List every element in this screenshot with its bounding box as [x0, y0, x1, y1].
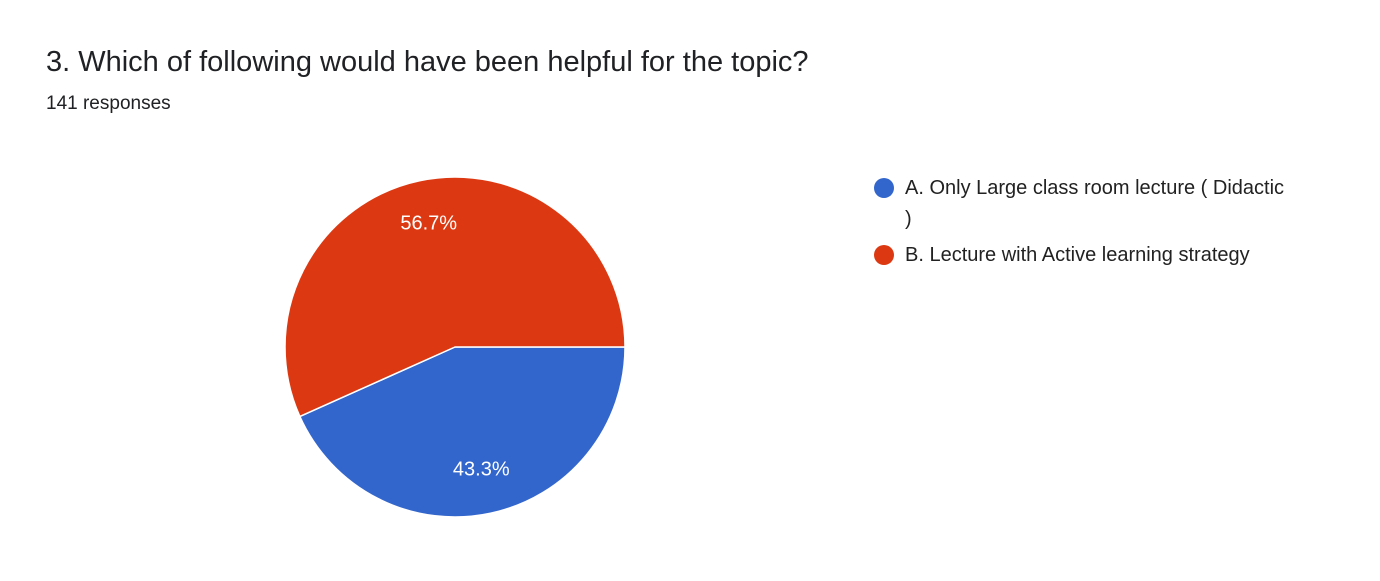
chart-subtitle: 141 responses [46, 93, 171, 114]
pie-slice [284, 176, 626, 418]
legend-swatch [874, 245, 894, 265]
pie-slice [298, 346, 626, 518]
chart-title: 3. Which of following would have been he… [46, 46, 809, 78]
legend-label: B. Lecture with Active learning strategy [905, 244, 1250, 266]
legend-item: A. Only Large class room lecture ( Didac… [872, 173, 1292, 235]
legend-label: A. Only Large class room lecture ( Didac… [905, 177, 1285, 230]
data-label: 56.7% [400, 212, 457, 234]
legend-item: B. Lecture with Active learning strategy [872, 240, 1292, 271]
legend-swatch [874, 178, 894, 198]
legend: A. Only Large class room lecture ( Didac… [872, 173, 1292, 276]
data-label: 43.3% [453, 458, 510, 480]
